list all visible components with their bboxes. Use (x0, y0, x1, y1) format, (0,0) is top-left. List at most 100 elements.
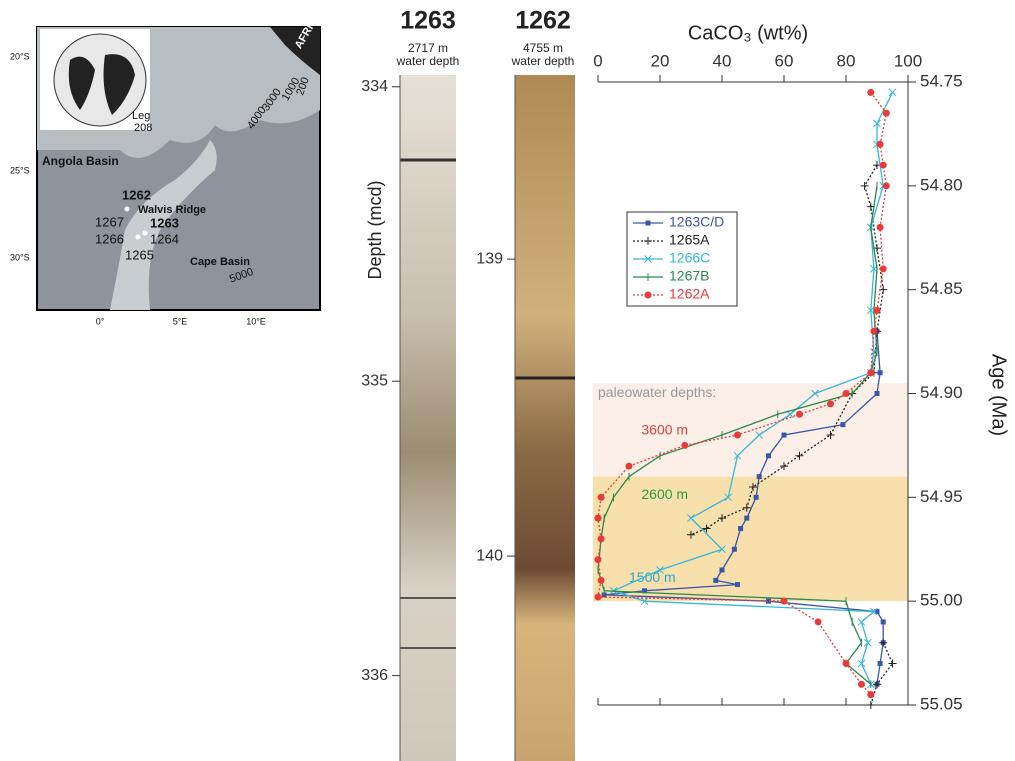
marker (597, 493, 605, 501)
marker (744, 515, 750, 521)
marker (888, 659, 897, 668)
marker (873, 306, 881, 314)
site (135, 234, 141, 240)
y-tick-label: 139 (476, 250, 503, 267)
lon-label: 5°E (173, 316, 188, 326)
annotation: 1500 m (629, 569, 676, 585)
marker (879, 161, 887, 169)
legend-marker (644, 237, 652, 245)
map-label: 1267 (95, 214, 124, 229)
marker (866, 701, 875, 709)
marker (780, 462, 788, 471)
y-tick-label: 334 (361, 78, 388, 95)
marker (874, 391, 880, 396)
marker (749, 482, 757, 491)
marker (753, 494, 759, 500)
marker (734, 431, 741, 439)
marker (880, 619, 886, 625)
lat-label: 20°S (10, 51, 30, 61)
marker (724, 493, 733, 502)
marker (640, 597, 649, 606)
map-label: 1266 (95, 231, 124, 246)
map-label: Angola Basin (42, 154, 119, 168)
marker (687, 530, 695, 539)
y-tick-label: 55.00 (920, 591, 963, 610)
marker (642, 588, 647, 594)
marker (827, 400, 834, 408)
marker (877, 660, 883, 666)
marker (625, 462, 633, 470)
marker (826, 431, 835, 440)
marker (811, 389, 819, 398)
core-subtitle: water depth (511, 54, 575, 68)
marker (876, 223, 884, 231)
marker (656, 566, 664, 574)
x-tick-label: 60 (775, 51, 794, 70)
marker (866, 306, 875, 315)
site (124, 206, 130, 212)
annotation: paleowater depths: (598, 384, 716, 400)
map-label: 1264 (150, 231, 179, 246)
x-tick-label: 80 (837, 51, 856, 70)
x-tick-label: 0 (593, 51, 602, 70)
band (593, 383, 908, 477)
marker (842, 390, 850, 397)
legend-marker (645, 220, 651, 226)
marker (719, 567, 725, 573)
y-tick-label: 55.05 (920, 694, 963, 713)
core-subtitle: 2717 m (408, 41, 448, 55)
site (142, 230, 148, 236)
marker (780, 597, 788, 605)
continents (68, 54, 135, 115)
lat-label: 30°S (10, 252, 30, 262)
core-title: 1263 (400, 7, 456, 35)
core-title: 1262 (515, 7, 571, 35)
marker (863, 638, 872, 647)
series-line (604, 331, 884, 685)
marker (766, 598, 771, 604)
marker (681, 441, 689, 449)
marker (840, 422, 846, 428)
y-tick-label: 54.85 (920, 279, 963, 298)
marker (873, 680, 881, 689)
x-tick-label: 100 (894, 51, 922, 70)
legend-label: 1266C (669, 250, 710, 266)
marker (877, 370, 883, 376)
marker (860, 181, 869, 190)
lon-label: 0° (96, 316, 105, 326)
marker (718, 545, 726, 554)
marker (738, 525, 744, 531)
y-tick-label: 336 (361, 667, 388, 684)
marker (702, 524, 711, 533)
map-label: 1265 (125, 247, 154, 262)
marker (601, 592, 607, 598)
axis-label: Depth (mcd) (365, 180, 385, 279)
marker (867, 691, 875, 699)
map-label: 1263 (150, 215, 179, 230)
marker (873, 119, 881, 128)
marker (870, 327, 878, 335)
marker (882, 109, 890, 117)
annotation: 3600 m (641, 422, 688, 438)
map-label: Cape Basin (190, 256, 250, 268)
y-tick-label: 54.90 (920, 383, 963, 402)
marker (888, 88, 897, 97)
lon-label: 10°E (246, 316, 266, 326)
marker (742, 503, 751, 512)
marker (874, 609, 880, 615)
lat-label: 25°S (10, 165, 30, 175)
marker (687, 514, 695, 522)
y-tick-label: 54.75 (920, 71, 963, 90)
axis-label: Age (Ma) (988, 354, 1010, 436)
x-tick-label: 20 (651, 51, 670, 70)
map-label: Walvis Ridge (138, 204, 206, 216)
map-label: 208 (134, 122, 152, 134)
marker (814, 618, 822, 626)
marker (796, 410, 803, 418)
marker (597, 576, 605, 584)
marker (867, 369, 875, 377)
legend-marker (644, 291, 652, 299)
marker (867, 88, 875, 96)
marker (882, 182, 890, 190)
